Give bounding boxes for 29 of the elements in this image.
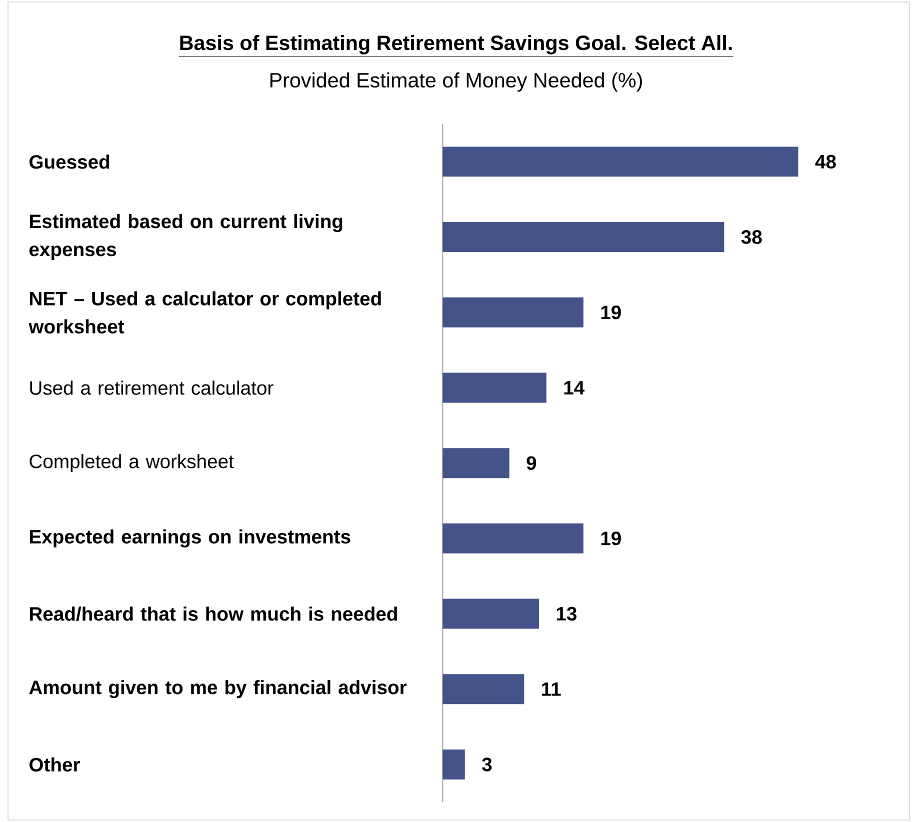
data-label: 9 <box>526 456 536 470</box>
data-label: 38 <box>741 230 762 244</box>
y-tick-label: Estimated based on current living expenses <box>29 214 342 260</box>
bar <box>442 222 724 252</box>
data-label: 19 <box>601 306 621 320</box>
bar <box>442 448 510 478</box>
data-label: 13 <box>556 606 576 621</box>
bar <box>442 523 584 554</box>
data-label: 11 <box>542 682 561 696</box>
data-label: 14 <box>564 381 584 394</box>
data-label: 3 <box>482 758 492 772</box>
chart-subtitle: Provided Estimate of Money Needed (%) <box>270 72 642 92</box>
bar <box>442 749 465 780</box>
data-label: 19 <box>601 532 621 546</box>
y-tick-label: Other <box>30 757 80 772</box>
y-tick-label: Guessed <box>30 154 110 169</box>
y-tick-label: Amount given to me by financial advisor <box>29 680 407 698</box>
y-tick-label: NET – Used a calculator or completed worksheet <box>28 291 381 334</box>
bar <box>442 674 524 704</box>
y-tick-label: Completed a worksheet <box>30 454 234 472</box>
y-tick-label: Read/heard that is how much is needed <box>30 606 397 621</box>
y-tick-label: Expected earnings on investments <box>30 529 350 548</box>
bar <box>442 146 798 177</box>
bar <box>442 297 584 328</box>
y-tick-label: Used a retirement calculator <box>30 380 274 395</box>
bar <box>442 598 539 629</box>
bar <box>442 372 546 403</box>
data-label: 48 <box>815 154 836 169</box>
chart-title: Basis of Estimating Retirement Savings Goal. Select All. <box>180 34 732 54</box>
